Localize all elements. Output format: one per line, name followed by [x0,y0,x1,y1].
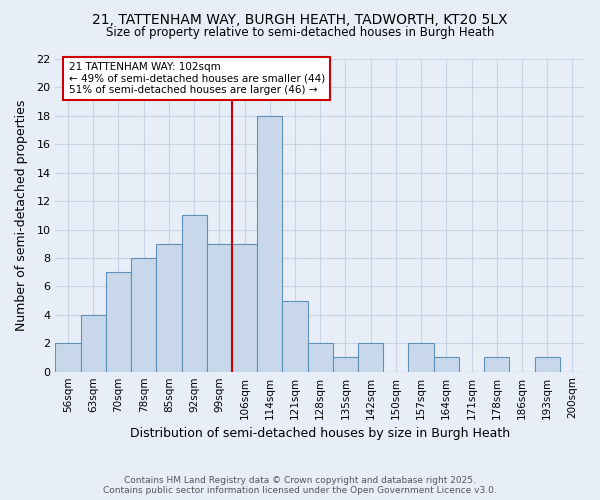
Bar [333,358,358,372]
Bar [257,116,283,372]
Bar [207,244,232,372]
Text: Contains HM Land Registry data © Crown copyright and database right 2025.
Contai: Contains HM Land Registry data © Crown c… [103,476,497,495]
Text: 21, TATTENHAM WAY, BURGH HEATH, TADWORTH, KT20 5LX: 21, TATTENHAM WAY, BURGH HEATH, TADWORTH… [92,12,508,26]
Bar [409,344,434,371]
Bar [182,216,207,372]
Bar [157,244,182,372]
Bar [535,358,560,372]
Bar [106,272,131,372]
Bar [55,344,80,371]
Bar [358,344,383,371]
Bar [232,244,257,372]
Bar [283,300,308,372]
Bar [131,258,157,372]
Bar [434,358,459,372]
Text: Size of property relative to semi-detached houses in Burgh Heath: Size of property relative to semi-detach… [106,26,494,39]
X-axis label: Distribution of semi-detached houses by size in Burgh Heath: Distribution of semi-detached houses by … [130,427,510,440]
Bar [308,344,333,371]
Text: 21 TATTENHAM WAY: 102sqm
← 49% of semi-detached houses are smaller (44)
51% of s: 21 TATTENHAM WAY: 102sqm ← 49% of semi-d… [68,62,325,95]
Y-axis label: Number of semi-detached properties: Number of semi-detached properties [15,100,28,331]
Bar [484,358,509,372]
Bar [80,315,106,372]
